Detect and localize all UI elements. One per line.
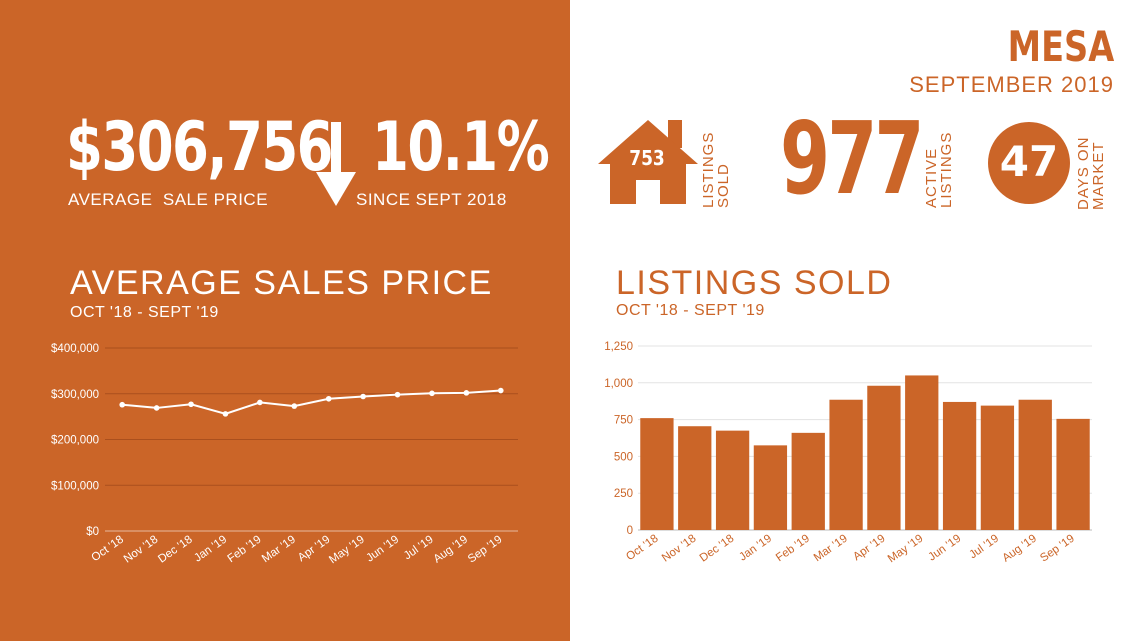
price-data-point <box>153 405 160 411</box>
x-tick-label: May '19 <box>886 533 926 566</box>
listings-sold-bar <box>715 430 750 530</box>
y-tick-label: 1,250 <box>604 341 633 353</box>
x-tick-label: May '19 <box>327 534 367 567</box>
x-tick-label: Aug '19 <box>1000 533 1039 565</box>
x-tick-label: Jun '19 <box>926 533 963 564</box>
sold-chart-subtitle: OCT '18 - SEPT '19 <box>616 302 765 319</box>
x-tick-label: Jan '19 <box>192 534 229 565</box>
x-tick-label: Feb '19 <box>226 534 264 566</box>
average-sale-price-label: AVERAGE SALE PRICE <box>68 190 269 209</box>
price-data-point <box>497 387 504 394</box>
price-data-point <box>222 411 229 417</box>
x-tick-label: Mar '19 <box>812 533 850 565</box>
listings-sold-bar <box>1018 399 1052 530</box>
y-tick-label: 500 <box>614 451 633 463</box>
listings-sold-bar <box>829 399 863 530</box>
days-on-market-label-line1: DAYS ON <box>1075 136 1092 210</box>
active-listings-label-line1: ACTIVE <box>923 147 940 208</box>
x-tick-label: Oct '18 <box>89 534 125 565</box>
price-chart-subtitle: OCT '18 - SEPT '19 <box>70 304 219 321</box>
listings-sold-bar <box>980 405 1015 530</box>
listings-sold-bar <box>640 418 674 530</box>
listings-sold-bar <box>791 432 825 530</box>
listings-sold-bar <box>905 375 939 530</box>
listings-sold-bar <box>1056 418 1090 530</box>
y-tick-label: 750 <box>614 415 633 427</box>
x-tick-label: Dec '18 <box>698 533 737 565</box>
x-tick-label: Mar '19 <box>260 534 298 566</box>
average-price-line-chart: $0 $100,000 $200,000 $300,000 $400,000 Oct '1… <box>51 343 518 567</box>
x-tick-label: Nov '18 <box>122 534 161 566</box>
x-tick-label: Dec '18 <box>156 534 195 566</box>
listings-sold-bar <box>678 426 712 530</box>
active-listings-label: ACTIVE LISTINGS <box>923 122 955 208</box>
y-tick-label: $0 <box>86 526 99 538</box>
active-listings-label-line2: LISTINGS <box>938 131 955 208</box>
price-data-point <box>291 403 298 409</box>
x-tick-label: Aug '19 <box>432 534 471 566</box>
listings-sold-value: 753 <box>629 146 665 170</box>
price-data-point <box>188 401 194 408</box>
x-tick-label: Jan '19 <box>737 533 774 564</box>
x-tick-label: Apr '19 <box>296 534 332 565</box>
x-tick-label: Jul '19 <box>967 533 1001 562</box>
y-tick-label: $300,000 <box>51 389 99 401</box>
price-data-point <box>257 399 263 406</box>
x-tick-label: Nov '18 <box>660 533 699 565</box>
average-sale-price-value: $306,756 <box>66 108 334 187</box>
left-panel <box>0 0 570 641</box>
price-data-point <box>463 390 470 396</box>
y-tick-label: $200,000 <box>51 435 99 447</box>
listings-sold-label: LISTINGS SOLD <box>700 122 732 208</box>
price-chart-title: AVERAGE SALES PRICE <box>70 264 493 302</box>
price-series-line <box>122 389 501 415</box>
days-on-market-label: DAYS ON MARKET <box>1075 118 1107 210</box>
y-tick-label: $100,000 <box>51 480 99 492</box>
sold-chart-title: LISTINGS SOLD <box>616 264 893 302</box>
price-change-value: 10.1% <box>372 108 550 187</box>
x-tick-label: Feb '19 <box>774 533 812 565</box>
x-tick-label: Apr '19 <box>851 533 887 564</box>
days-on-market-circle <box>988 122 1070 204</box>
active-listings-value: 977 <box>780 100 925 217</box>
listings-sold-bar <box>942 401 977 530</box>
x-tick-label: Oct '18 <box>624 533 660 564</box>
listings-sold-label-line2: SOLD <box>715 163 732 208</box>
x-tick-label: Sep '19 <box>466 534 505 566</box>
y-tick-label: 250 <box>614 488 633 500</box>
arrow-down-icon <box>316 122 356 206</box>
listings-sold-bar <box>867 385 901 530</box>
city-name: MESA <box>1007 22 1114 71</box>
listings-sold-label-line1: LISTINGS <box>700 131 717 208</box>
x-tick-label: Sep '19 <box>1038 533 1077 565</box>
listings-sold-bar-chart: 0 250 500 750 1,000 1,250 Oct '18 Nov '18 Dec '1… <box>604 341 1092 566</box>
house-icon <box>598 120 698 204</box>
price-data-point <box>325 395 332 402</box>
y-tick-label: $400,000 <box>51 343 99 355</box>
y-tick-label: 0 <box>627 525 633 537</box>
y-tick-label: 1,000 <box>604 378 633 390</box>
listings-sold-bar <box>753 445 788 530</box>
right-panel <box>570 0 1140 641</box>
price-data-point <box>394 391 401 398</box>
price-data-point <box>429 390 435 397</box>
days-on-market-value: 47 <box>999 137 1059 186</box>
days-on-market-label-line2: MARKET <box>1090 141 1107 210</box>
x-tick-label: Jul '19 <box>402 534 436 563</box>
report-period: SEPTEMBER 2019 <box>909 72 1114 97</box>
price-data-point <box>360 393 366 400</box>
x-tick-label: Jun '19 <box>364 534 401 565</box>
price-data-point <box>119 401 126 408</box>
price-change-label: SINCE SEPT 2018 <box>356 190 507 209</box>
